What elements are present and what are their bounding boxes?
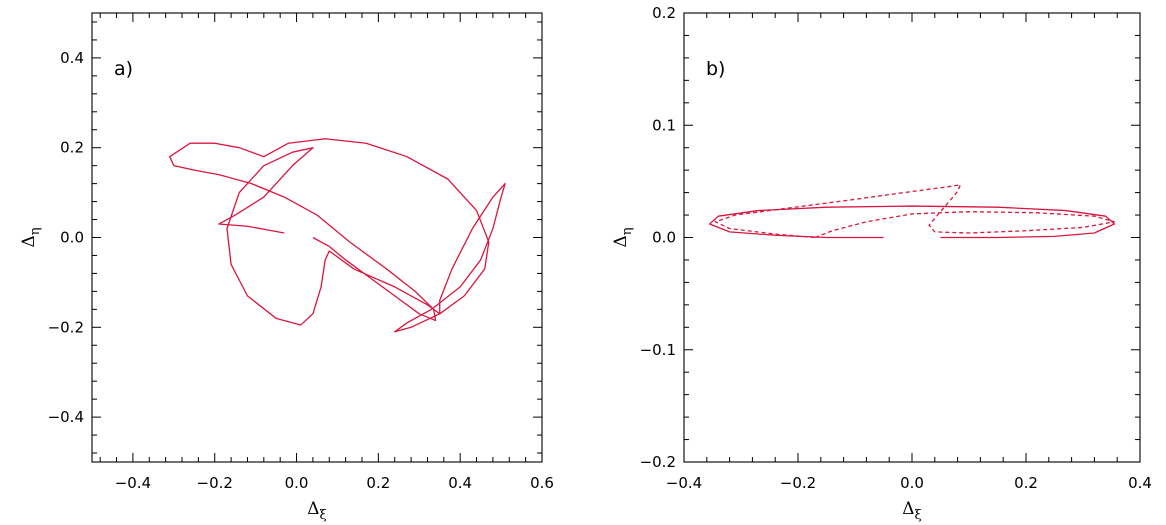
panel-a-x-tick-label: −0.2: [197, 474, 233, 492]
panel-a-x-tick-label: 0.4: [448, 474, 472, 492]
panel-a-x-tick-label: 0.6: [530, 474, 554, 492]
panel-b-x-tick-label: −0.2: [780, 474, 816, 492]
panel-b-y-tick-label: −0.1: [640, 341, 676, 359]
panel-b-series-1-line: [709, 205, 1115, 239]
panel-b-y-axis-label: Δη: [611, 227, 635, 247]
panel-a-y-tick-label: 0.4: [60, 49, 84, 67]
panel-b: −0.4 −0.2 0.0 0.2 0.4 −0.2 −0.1 0.0 0.1 0.2 Δξ Δη b): [611, 4, 1152, 523]
panel-a-x-axis-label: Δξ: [307, 499, 326, 523]
panel-a-x-tick-label: 0.0: [285, 474, 309, 492]
panel-a-y-tick-label: −0.2: [48, 318, 84, 336]
panel-a-y-tick-label: 0.0: [60, 229, 84, 247]
panel-a-y-tick-label: −0.4: [48, 408, 84, 426]
panel-b-y-tick-label: 0.0: [652, 229, 676, 247]
panel-a: −0.4 −0.2 0.0 0.2 0.4 0.6 −0.4 −0.2 0.0 0.2 0.4 Δξ Δ…: [19, 12, 554, 523]
panel-b-x-tick-label: −0.4: [666, 474, 702, 492]
panel-a-frame: [91, 12, 543, 463]
panel-b-y-tick-label: −0.2: [640, 453, 676, 471]
panel-b-x-tick-label: 0.0: [900, 474, 924, 492]
panel-a-x-tick-label: 0.2: [366, 474, 390, 492]
panel-b-x-tick-label: 0.2: [1014, 474, 1038, 492]
panel-a-series-1-line: [169, 138, 506, 333]
panel-a-x-tick-label: −0.4: [115, 474, 151, 492]
panel-a-panel-label: a): [114, 58, 133, 80]
panel-b-y-tick-label: 0.2: [652, 4, 676, 22]
panel-b-panel-label: b): [706, 58, 725, 80]
panel-b-x-axis-label: Δξ: [902, 499, 921, 523]
panel-b-series-2-line: [714, 184, 1115, 239]
panel-b-frame: [683, 12, 1141, 463]
panel-a-y-tick-label: 0.2: [60, 139, 84, 157]
panel-a-y-axis-label: Δη: [19, 227, 43, 247]
panel-b-x-tick-label: 0.4: [1128, 474, 1152, 492]
panel-b-y-tick-label: 0.1: [652, 116, 676, 134]
